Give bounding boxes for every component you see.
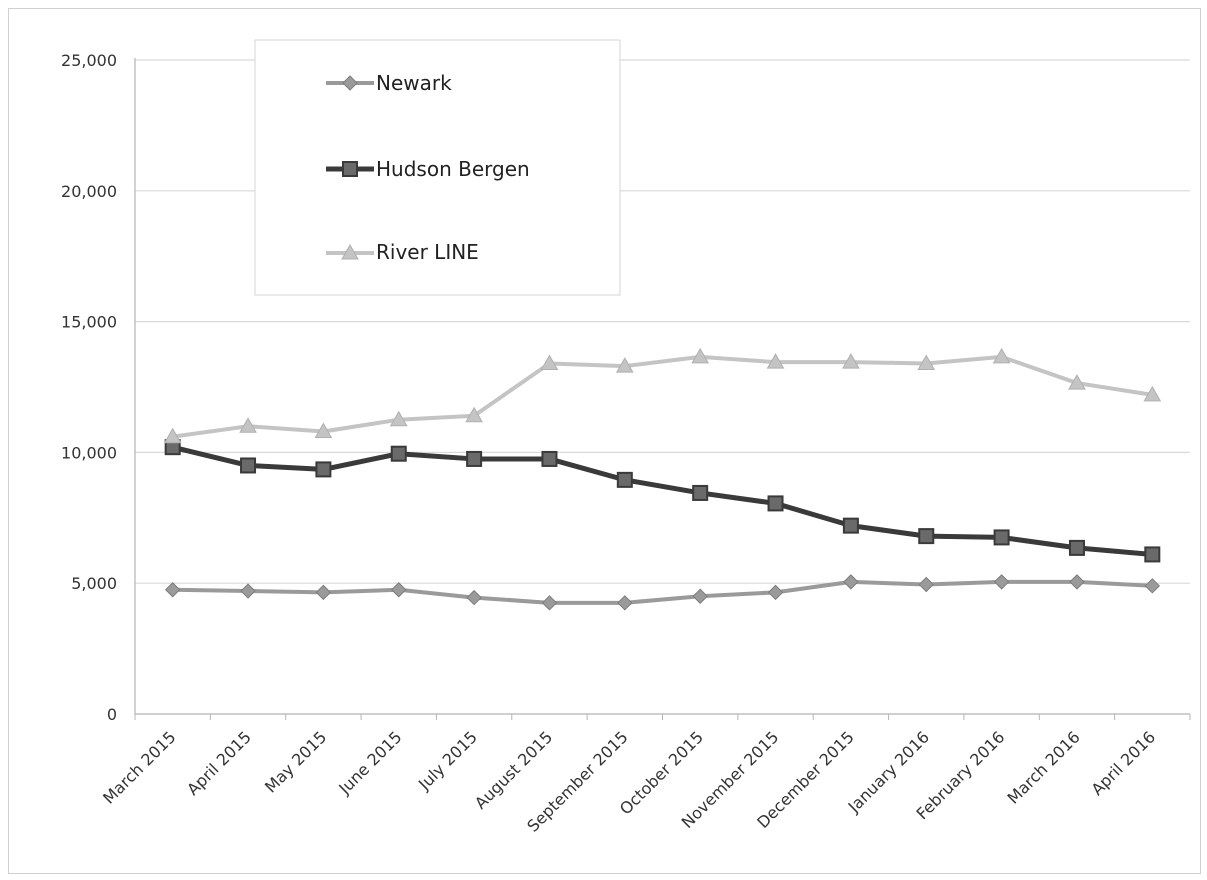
data-point [917, 354, 936, 370]
data-point [1143, 385, 1162, 402]
series-hudson-bergen [164, 439, 1161, 563]
data-point [466, 450, 483, 467]
legend-swatch [326, 161, 374, 177]
data-point [843, 574, 859, 590]
x-tick-label: March 2015 [99, 727, 179, 807]
data-point [163, 427, 182, 444]
legend: Newark Hudson Bergen River LINE [254, 39, 621, 296]
x-tick-label: May 2015 [261, 727, 330, 796]
data-point [541, 450, 558, 467]
data-point [240, 457, 257, 474]
data-point [240, 583, 256, 599]
data-point [1069, 574, 1085, 590]
data-point [842, 517, 859, 534]
legend-item-newark: Newark [326, 71, 452, 95]
data-point [993, 529, 1010, 546]
data-point [315, 584, 332, 601]
x-tick-label: April 2015 [183, 727, 255, 799]
x-tick-labels: March 2015 April 2015 May 2015 June 2015 Jul… [99, 727, 1159, 835]
data-point [616, 471, 633, 488]
data-point [691, 347, 710, 364]
data-point [767, 495, 784, 512]
data-point [615, 357, 634, 373]
y-tick-label: 5,000 [71, 574, 117, 593]
series-line [172, 354, 1153, 439]
data-point [164, 582, 181, 598]
legend-label: River LINE [376, 240, 479, 264]
y-tick-label: 20,000 [61, 182, 117, 201]
data-point [1144, 578, 1161, 594]
data-point [465, 406, 483, 423]
data-point [692, 484, 709, 501]
data-point [390, 445, 407, 462]
data-point [692, 588, 708, 604]
data-point [918, 576, 934, 593]
data-point [342, 75, 358, 91]
data-point [315, 461, 332, 478]
data-point [342, 161, 358, 177]
y-tick-labels: 25,000 20,000 15,000 10,000 5,000 0 [61, 51, 117, 724]
data-point [239, 417, 257, 433]
legend-label: Newark [376, 71, 452, 95]
legend-swatch [326, 75, 374, 91]
axes [134, 58, 1191, 720]
data-point [993, 574, 1010, 590]
legend-label: Hudson Bergen [376, 157, 530, 181]
data-point [314, 422, 333, 438]
data-point [466, 589, 482, 606]
y-tick-label: 25,000 [61, 51, 117, 70]
x-tick-label: July 2015 [414, 727, 481, 794]
series [163, 347, 1162, 611]
data-point [1144, 546, 1161, 563]
data-point [1068, 374, 1086, 390]
data-point [1068, 539, 1085, 556]
data-point [766, 353, 785, 369]
legend-swatch [326, 243, 374, 260]
data-point [617, 595, 633, 611]
legend-item-river-line: River LINE [326, 240, 479, 264]
x-tick-label: August 2015 [471, 727, 556, 812]
series-newark [164, 574, 1161, 611]
chart-frame [8, 8, 1201, 874]
legend-box [254, 39, 621, 296]
data-point [341, 243, 359, 260]
data-point [918, 528, 935, 545]
legend-item-hudson-bergen: Hudson Bergen [326, 157, 530, 181]
series-line [172, 579, 1153, 605]
x-tick-label: April 2016 [1087, 727, 1159, 799]
data-point [842, 353, 860, 369]
y-tick-label: 10,000 [61, 443, 117, 462]
data-point [540, 354, 559, 370]
data-point [391, 582, 407, 598]
data-point [992, 347, 1011, 364]
x-tick-label: March 2016 [1003, 727, 1083, 807]
series-river-line [163, 347, 1162, 444]
y-tick-label: 0 [107, 705, 117, 724]
series-line [172, 444, 1153, 557]
data-point [767, 584, 784, 601]
data-point [541, 595, 558, 611]
data-point [389, 410, 408, 427]
x-tick-label: June 2015 [334, 727, 405, 798]
y-tick-label: 15,000 [61, 313, 117, 332]
